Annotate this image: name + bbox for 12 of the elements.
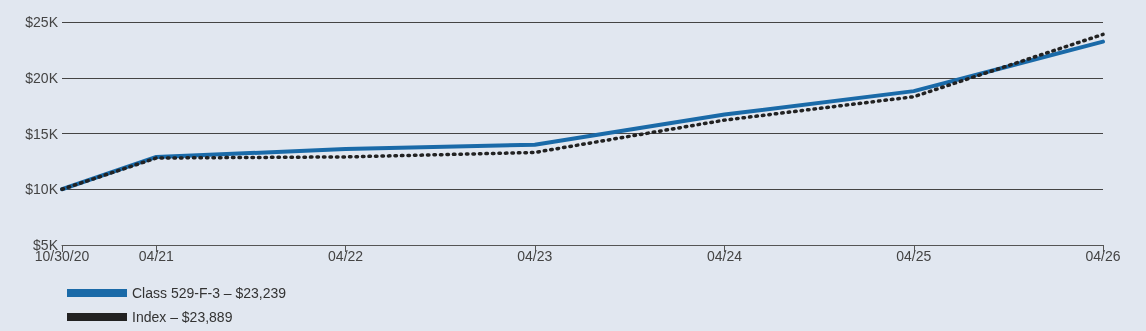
x-tick-label: 04/21	[138, 248, 175, 264]
x-tick-label: 04/25	[896, 248, 932, 264]
legend-label: Index – $23,889	[132, 309, 233, 325]
x-tick-label: 04/23	[517, 248, 553, 264]
x-tick-label: 04/22	[328, 248, 364, 264]
x-tick-label: 04/26	[1085, 248, 1121, 264]
y-tick-label: $15K	[25, 125, 59, 142]
y-tick-label: $10K	[25, 181, 59, 198]
x-tick-label: 04/24	[707, 248, 743, 264]
y-tick-label: $20K	[25, 69, 59, 86]
legend-label: Class 529-F-3 – $23,239	[132, 285, 287, 301]
y-tick-label: $25K	[25, 14, 59, 30]
